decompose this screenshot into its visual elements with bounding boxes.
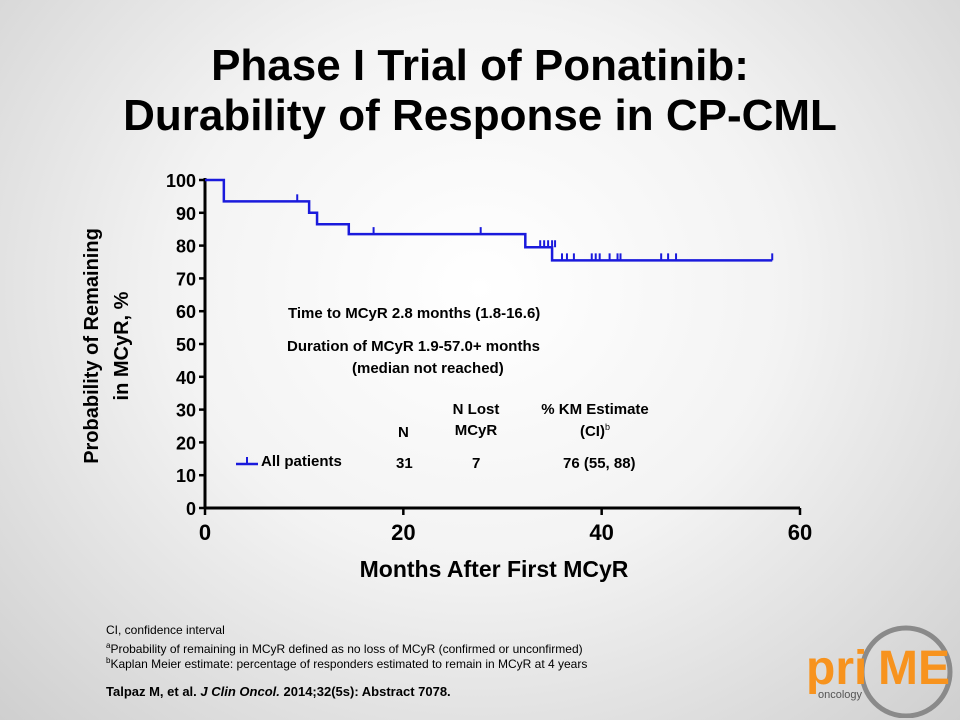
y-tick-label: 40 [176, 368, 196, 388]
page-title-line2: Durability of Response in CP-CML [123, 91, 837, 140]
x-tick-label: 0 [199, 520, 211, 545]
time-to-mcyr-text: Time to MCyR 2.8 months (1.8-16.6) [288, 305, 541, 322]
footnote-b-mark: b [106, 656, 111, 665]
y-tick-label: 0 [186, 499, 196, 519]
legend-label: All patients [261, 453, 342, 470]
table-header-km-line2: (CI) [579, 423, 605, 440]
y-tick-label: 100 [166, 171, 196, 191]
table-header-lost-line2: MCyR [454, 422, 498, 439]
x-tick-label: 40 [589, 520, 613, 545]
table-header-km: % KM Estimate (CI)b [530, 401, 660, 440]
y-tick-label: 20 [176, 433, 196, 453]
duration-line2-text: (median not reached) [352, 360, 504, 377]
x-tick-label: 60 [788, 520, 812, 545]
y-tick-label: 90 [176, 204, 196, 224]
x-tick-label: 20 [391, 520, 415, 545]
chart-series [205, 178, 774, 262]
table-row-lost: 7 [472, 455, 481, 472]
footnote-b-text: Kaplan Meier estimate: percentage of res… [110, 657, 588, 671]
y-tick-label: 30 [176, 401, 196, 421]
chart-legend [236, 457, 258, 466]
table-header-km-line1: % KM Estimate [541, 401, 649, 418]
chart-ticks: 0 10 20 30 40 50 60 70 80 90 100 0 20 40 60 [166, 171, 812, 545]
logo-text-pri: pri [806, 642, 867, 695]
page-title-line1: Phase I Trial of Ponatinib: [211, 41, 749, 90]
table-header-km-sup: b [604, 422, 610, 432]
footnote-a: aProbability of remaining in MCyR define… [106, 638, 583, 657]
y-axis-label-line1: Probability of Remaining [81, 228, 103, 464]
citation-authors: Talpaz M, et al. [106, 684, 197, 699]
y-tick-label: 80 [176, 237, 196, 257]
citation: Talpaz M, et al. J Clin Oncol. 2014;32(5… [106, 684, 451, 699]
prime-oncology-logo: pri ME oncology [806, 625, 953, 718]
footnote-b: bKaplan Meier estimate: percentage of re… [106, 653, 587, 672]
citation-details: 2014;32(5s): Abstract 7078. [283, 684, 451, 699]
y-tick-label: 60 [176, 302, 196, 322]
logo-text-me: ME [878, 642, 950, 695]
km-survival-line [205, 178, 773, 262]
table-header-lost-line1: N Lost [452, 401, 500, 418]
table-header-lost: N Lost MCyR [436, 401, 516, 439]
y-tick-label: 50 [176, 335, 196, 355]
duration-line1-text: Duration of MCyR 1.9-57.0+ months [287, 338, 540, 355]
footnote-ci: CI, confidence interval [106, 623, 225, 637]
x-axis-label: Months After First MCyR [360, 556, 629, 582]
y-axis-label-line2: in MCyR, % [111, 291, 133, 400]
citation-journal: J Clin Oncol. [200, 684, 280, 699]
y-tick-label: 10 [176, 466, 196, 486]
chart-labels: Months After First MCyR Probability of R… [81, 228, 629, 582]
table-row-n: 31 [396, 455, 413, 472]
footnote-a-text: Probability of remaining in MCyR defined… [110, 642, 583, 656]
y-tick-label: 70 [176, 269, 196, 289]
logo-text-sub: oncology [818, 689, 863, 701]
table-header-n: N [398, 424, 409, 441]
footnote-a-mark: a [106, 641, 111, 650]
table-row-km: 76 (55, 88) [563, 455, 636, 472]
